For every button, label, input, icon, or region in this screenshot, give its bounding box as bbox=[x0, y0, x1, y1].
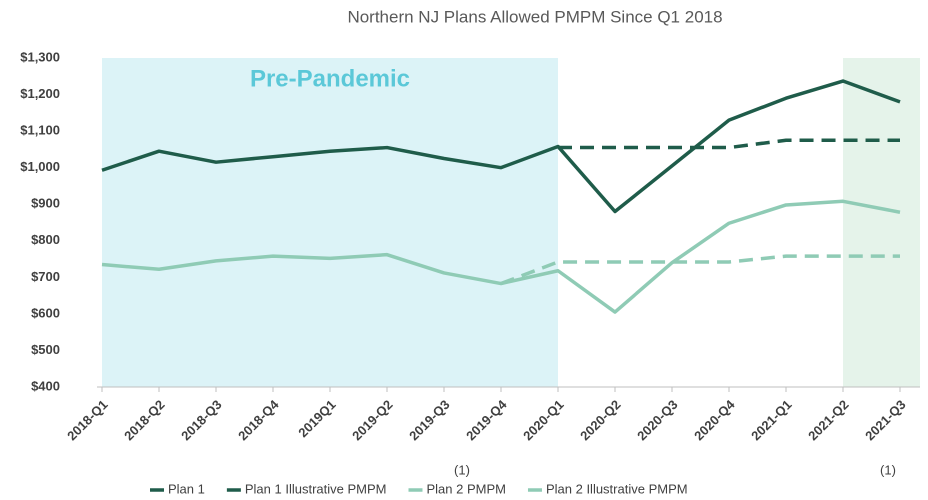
chart-title: Northern NJ Plans Allowed PMPM Since Q1 … bbox=[347, 7, 722, 26]
y-tick-label: $400 bbox=[31, 378, 60, 393]
y-tick-label: $600 bbox=[31, 305, 60, 320]
y-tick-label: $1,300 bbox=[20, 49, 60, 64]
legend-label: Plan 1 Illustrative PMPM bbox=[245, 481, 387, 496]
x-tick-label: 2021-Q3 bbox=[862, 397, 908, 443]
legend-label: Plan 1 bbox=[168, 481, 205, 496]
x-tick-label: 2020-Q1 bbox=[520, 397, 566, 443]
x-tick-label: 2019Q1 bbox=[295, 397, 338, 440]
y-tick-label: $900 bbox=[31, 196, 60, 211]
footnote: (1) bbox=[454, 462, 470, 477]
y-tick-label: $1,100 bbox=[20, 123, 60, 138]
x-tick-label: 2020-Q2 bbox=[577, 397, 623, 443]
shaded-region bbox=[102, 58, 558, 387]
x-tick-label: 2020-Q3 bbox=[634, 397, 680, 443]
legend-label: Plan 2 PMPM bbox=[426, 481, 505, 496]
legend-label: Plan 2 Illustrative PMPM bbox=[546, 481, 688, 496]
y-tick-label: $800 bbox=[31, 232, 60, 247]
series-line bbox=[101, 79, 901, 214]
series-line bbox=[558, 138, 900, 150]
x-tick-label: 2021-Q1 bbox=[748, 397, 794, 443]
y-tick-label: $1,000 bbox=[20, 159, 60, 174]
series-line bbox=[101, 199, 901, 314]
series-line bbox=[500, 254, 900, 286]
y-tick-label: $700 bbox=[31, 269, 60, 284]
x-tick-label: 2018-Q4 bbox=[235, 396, 282, 443]
x-tick-label: 2018-Q1 bbox=[64, 397, 110, 443]
x-tick-label: 2019-Q2 bbox=[349, 397, 395, 443]
region-label: Pre-Pandemic bbox=[250, 65, 410, 92]
x-tick-label: 2019-Q4 bbox=[463, 396, 510, 443]
x-tick-label: 2020-Q4 bbox=[691, 396, 738, 443]
x-tick-label: 2021-Q2 bbox=[805, 397, 851, 443]
y-tick-label: $500 bbox=[31, 342, 60, 357]
footnote: (1) bbox=[880, 462, 896, 477]
x-tick-label: 2018-Q2 bbox=[121, 397, 167, 443]
x-tick-label: 2018-Q3 bbox=[178, 397, 224, 443]
y-tick-label: $1,200 bbox=[20, 86, 60, 101]
x-tick-label: 2019-Q3 bbox=[406, 397, 452, 443]
shaded-region bbox=[843, 58, 920, 387]
